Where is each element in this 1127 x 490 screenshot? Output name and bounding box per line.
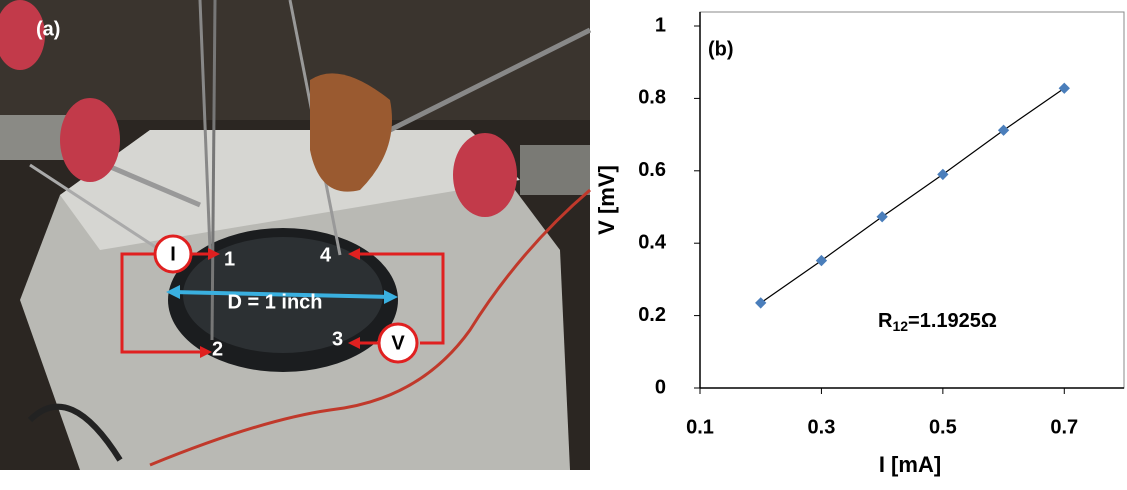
photo: I V (a) 1 2 3 4 D = 1 inch	[0, 0, 590, 470]
electrode-label: 4	[320, 244, 332, 266]
data-point	[998, 125, 1009, 136]
annotation-text: =1.1925Ω	[908, 310, 997, 332]
data-point	[755, 297, 766, 308]
trend-line	[761, 88, 1065, 303]
electrode-label: 1	[224, 248, 235, 270]
annotation-subscript: 12	[892, 318, 908, 334]
y-tick-label: 0.6	[638, 159, 666, 181]
knob	[60, 98, 120, 182]
y-tick-label: 0.8	[638, 87, 666, 109]
annotation: R12=1.1925Ω	[878, 310, 997, 333]
y-tick-label: 0.2	[638, 304, 666, 326]
x-tick-label: 0.5	[929, 416, 957, 438]
figure: I V (a) 1 2 3 4 D = 1 inch (b) I [mA] V …	[0, 0, 1127, 485]
electrode-label: 2	[212, 338, 223, 360]
voltage-label: V	[391, 332, 405, 354]
holder	[520, 145, 590, 195]
chart: (b) I [mA] V [mV] R12=1.1925Ω 0 0.2 0.4 0.6…	[594, 12, 1124, 477]
y-tick-label: 1	[655, 14, 666, 36]
data-point	[937, 169, 948, 180]
electrode-label: 3	[332, 328, 343, 350]
x-tick-label: 0.1	[686, 416, 714, 438]
panel-label: (b)	[708, 38, 734, 60]
data-point	[816, 255, 827, 266]
y-tick-label: 0	[655, 376, 666, 398]
x-tick-label: 0.3	[808, 416, 836, 438]
annotation-base: R	[878, 310, 893, 332]
knob	[453, 133, 517, 217]
x-axis-label: I [mA]	[879, 452, 941, 477]
panel-label: (a)	[36, 18, 60, 40]
current-label: I	[170, 243, 176, 265]
data-point	[1059, 83, 1070, 94]
y-tick-label: 0.4	[638, 231, 667, 253]
diameter-label: D = 1 inch	[227, 291, 322, 313]
data-point	[876, 211, 887, 222]
y-axis-label: V [mV]	[594, 165, 619, 235]
x-tick-label: 0.7	[1050, 416, 1078, 438]
holder	[0, 115, 70, 160]
